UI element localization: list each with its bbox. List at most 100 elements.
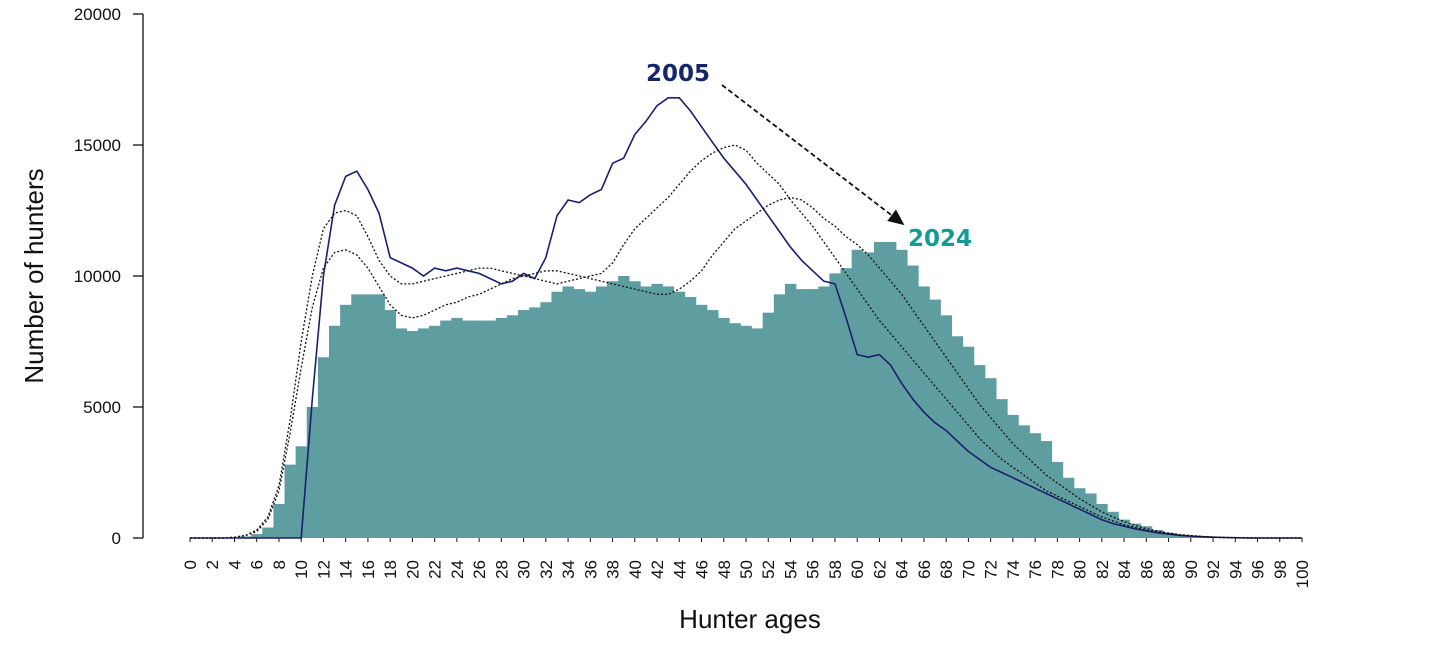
bar bbox=[1174, 534, 1186, 538]
bar bbox=[651, 283, 663, 538]
bar bbox=[807, 289, 819, 538]
series-annotation: 2024 bbox=[908, 226, 972, 252]
x-tick-label: 82 bbox=[1093, 560, 1112, 579]
bar bbox=[1051, 462, 1064, 538]
x-tick-label: 2 bbox=[203, 560, 222, 569]
x-tick-label: 6 bbox=[248, 560, 267, 569]
bar bbox=[317, 357, 330, 538]
x-tick-label: 88 bbox=[1160, 560, 1179, 579]
bar bbox=[840, 268, 852, 538]
bar bbox=[329, 325, 341, 538]
x-tick-label: 14 bbox=[337, 560, 356, 579]
bar bbox=[862, 252, 875, 539]
bar bbox=[273, 503, 285, 538]
x-tick-label: 0 bbox=[181, 560, 200, 569]
x-tick-label: 94 bbox=[1226, 560, 1245, 579]
x-tick-label: 28 bbox=[492, 560, 511, 579]
bar bbox=[851, 249, 864, 539]
bar bbox=[1062, 477, 1075, 538]
bar bbox=[484, 320, 497, 538]
bar bbox=[985, 378, 997, 538]
bar bbox=[907, 265, 919, 538]
bar bbox=[1007, 414, 1019, 538]
bar bbox=[929, 299, 941, 538]
bar bbox=[440, 320, 452, 538]
bar bbox=[462, 320, 474, 538]
bar bbox=[951, 336, 964, 538]
x-tick-label: 100 bbox=[1293, 560, 1312, 588]
bar bbox=[607, 281, 619, 538]
x-tick-label: 46 bbox=[693, 560, 712, 579]
x-tick-label: 48 bbox=[715, 560, 734, 579]
bar bbox=[1140, 526, 1153, 538]
series-annotation: 2005 bbox=[646, 61, 710, 87]
x-tick-label: 54 bbox=[781, 560, 800, 579]
bar bbox=[351, 294, 363, 538]
x-tick-label: 86 bbox=[1137, 560, 1156, 579]
bar bbox=[506, 315, 519, 538]
bar bbox=[707, 310, 719, 538]
x-tick-label: 62 bbox=[870, 560, 889, 579]
bar bbox=[940, 315, 953, 538]
bar bbox=[395, 328, 408, 538]
x-tick-label: 26 bbox=[470, 560, 489, 579]
bar bbox=[551, 291, 563, 538]
x-tick-label: 74 bbox=[1004, 560, 1023, 579]
x-tick-label: 36 bbox=[581, 560, 600, 579]
x-tick-label: 40 bbox=[626, 560, 645, 579]
y-tick-label: 5000 bbox=[83, 398, 121, 417]
bar bbox=[518, 310, 530, 538]
bar bbox=[295, 446, 308, 538]
x-tick-label: 38 bbox=[604, 560, 623, 579]
x-tick-label: 10 bbox=[292, 560, 311, 579]
y-axis-title: Number of hunters bbox=[19, 168, 49, 383]
bar bbox=[962, 346, 975, 538]
bar bbox=[1151, 530, 1164, 538]
y-tick-label: 10000 bbox=[74, 267, 121, 286]
bar bbox=[662, 286, 675, 538]
x-tick-label: 20 bbox=[403, 560, 422, 579]
bar bbox=[306, 407, 319, 538]
x-tick-label: 32 bbox=[537, 560, 556, 579]
x-tick-label: 80 bbox=[1071, 560, 1090, 579]
bar bbox=[1163, 532, 1175, 538]
bar bbox=[340, 304, 352, 538]
bar bbox=[773, 294, 786, 538]
bar bbox=[595, 286, 608, 538]
bar bbox=[751, 328, 763, 538]
bar bbox=[796, 289, 808, 538]
x-tick-label: 12 bbox=[314, 560, 333, 579]
x-tick-label: 44 bbox=[670, 560, 689, 579]
bar bbox=[584, 291, 597, 538]
bar bbox=[251, 534, 263, 538]
bar bbox=[818, 286, 830, 538]
dotted-line bbox=[190, 144, 1302, 539]
x-tick-label: 34 bbox=[559, 560, 578, 579]
bar bbox=[1118, 519, 1130, 538]
bar bbox=[1107, 511, 1119, 538]
x-tick-label: 96 bbox=[1249, 560, 1268, 579]
bar bbox=[384, 310, 397, 538]
x-tick-label: 66 bbox=[915, 560, 934, 579]
bar bbox=[973, 365, 986, 538]
bar bbox=[284, 464, 296, 538]
x-tick-label: 18 bbox=[381, 560, 400, 579]
bar bbox=[451, 317, 463, 538]
x-tick-label: 56 bbox=[804, 560, 823, 579]
bar bbox=[495, 317, 508, 538]
bar bbox=[417, 328, 430, 538]
bar bbox=[429, 325, 441, 538]
dotted-line bbox=[190, 196, 1302, 539]
bar bbox=[762, 312, 775, 538]
x-tick-label: 42 bbox=[648, 560, 667, 579]
bar bbox=[529, 307, 541, 538]
bar bbox=[1029, 433, 1041, 538]
bar bbox=[1074, 488, 1086, 538]
arrow bbox=[721, 84, 905, 226]
bar bbox=[695, 304, 708, 538]
x-tick-label: 78 bbox=[1048, 560, 1067, 579]
bar bbox=[729, 323, 741, 538]
bar bbox=[1040, 441, 1053, 538]
